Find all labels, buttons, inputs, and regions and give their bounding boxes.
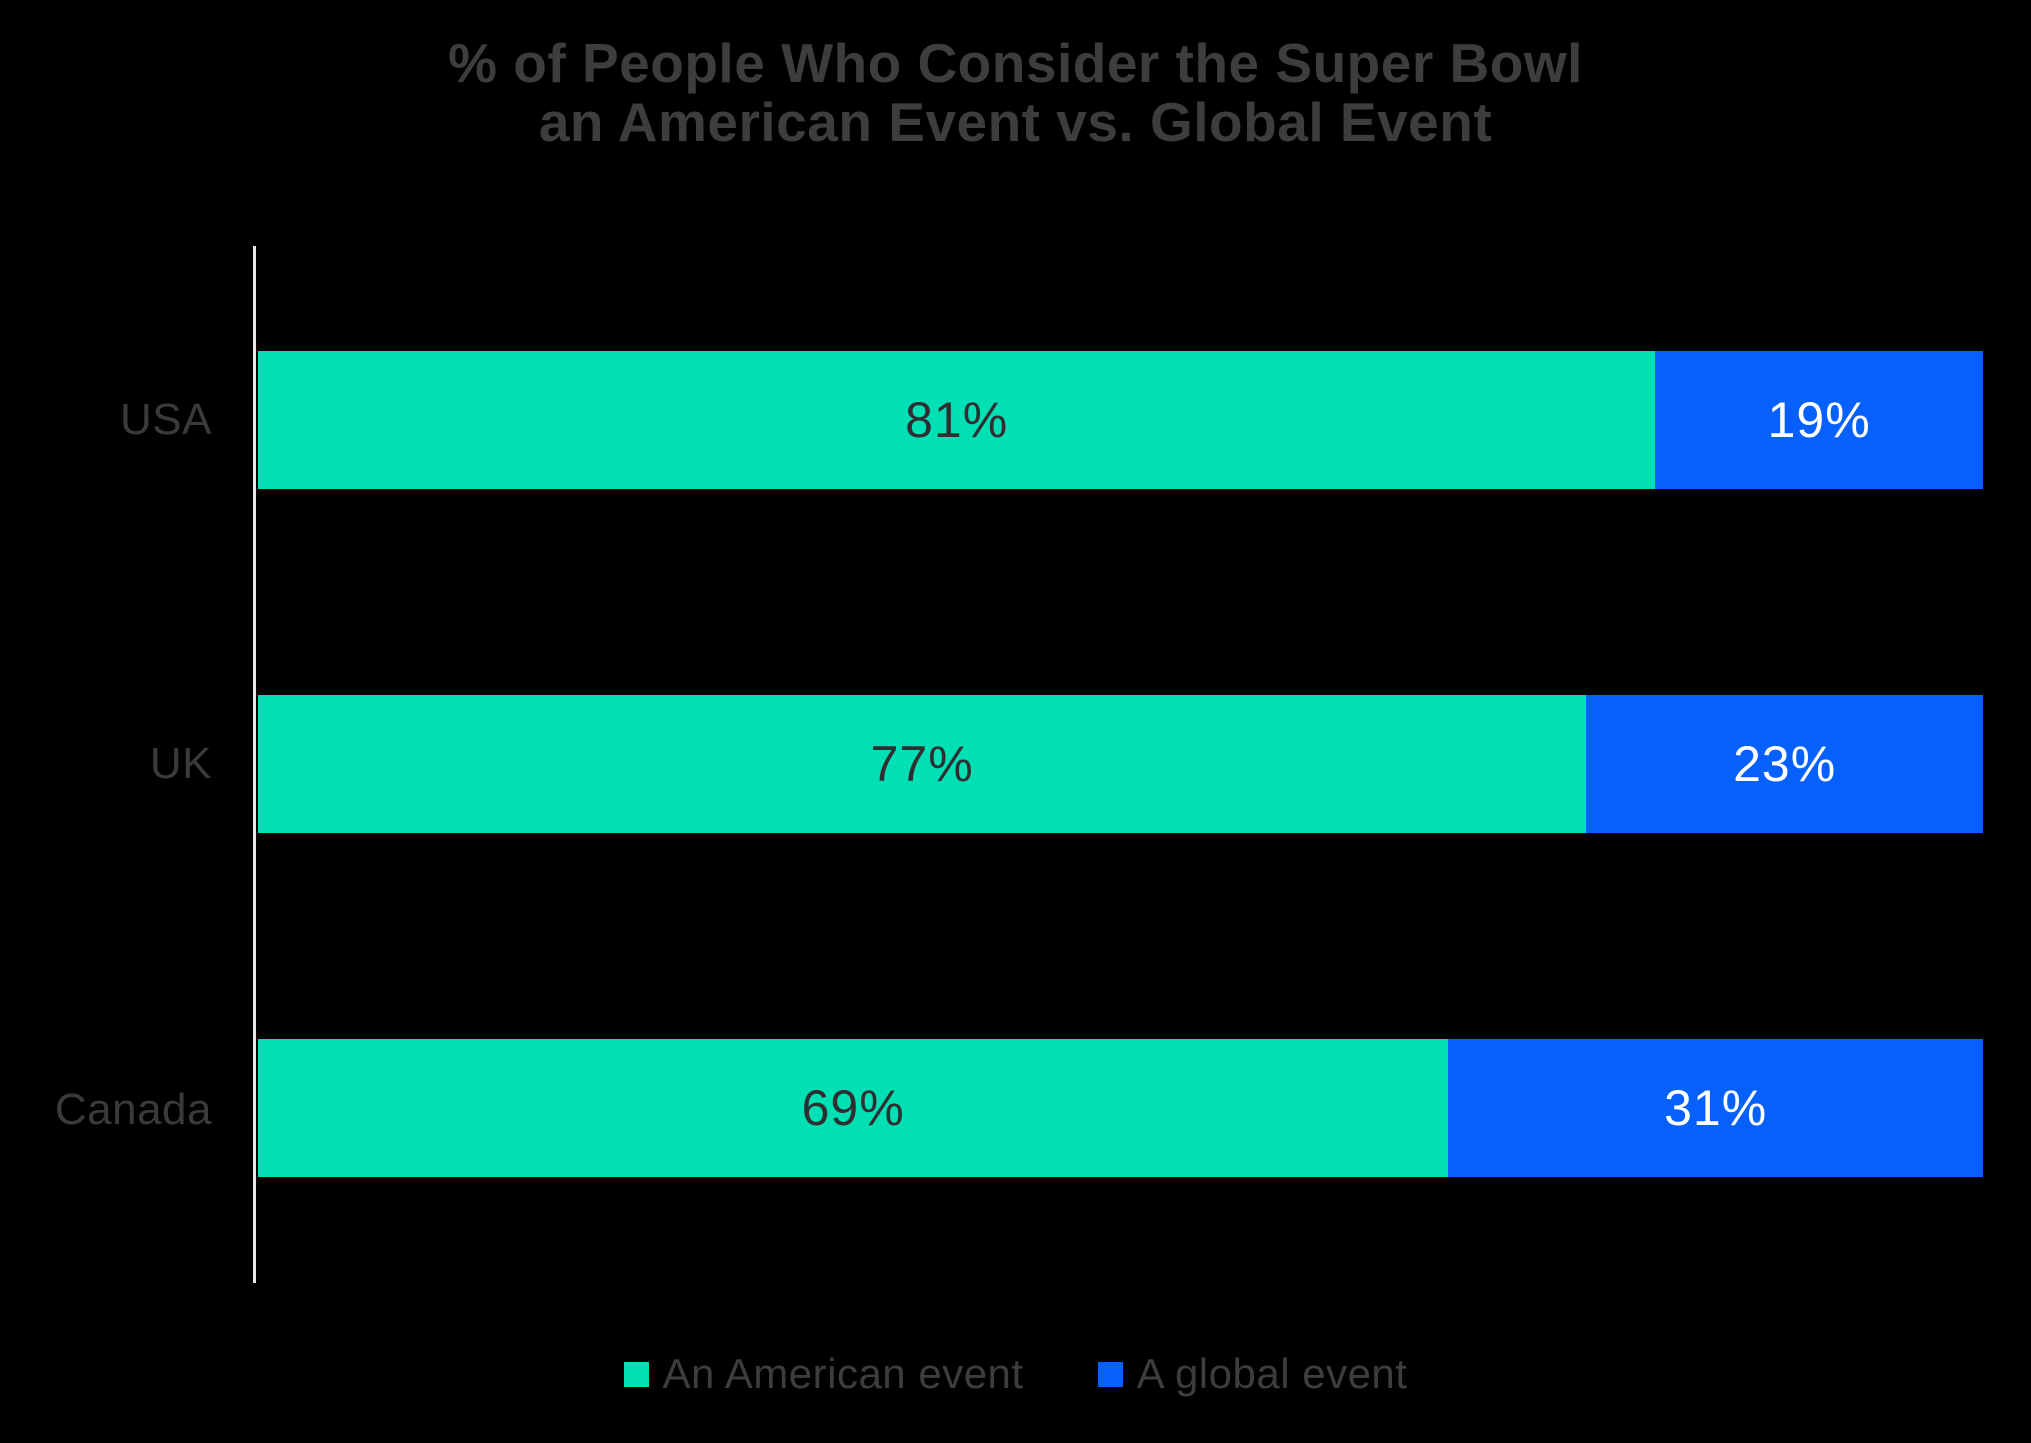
bar-row-usa: 81% 19% — [258, 351, 1983, 489]
legend-item-american: An American event — [623, 1350, 1024, 1398]
category-label-usa: USA — [120, 395, 212, 444]
value-label-global-uk: 23% — [1733, 736, 1837, 792]
y-axis-line — [253, 246, 256, 1283]
category-label-uk: UK — [149, 739, 212, 788]
bar-segment-global-usa: 19% — [1655, 351, 1983, 489]
bar-segment-global-canada: 31% — [1448, 1039, 1983, 1177]
chart-title-line1: % of People Who Consider the Super Bowl — [448, 32, 1583, 94]
plot-area: 81% 19% 77% 23% 69% 31% — [258, 246, 1983, 1283]
bar-segment-american-usa: 81% — [258, 351, 1656, 489]
bar-row-canada: 69% 31% — [258, 1039, 1983, 1177]
value-label-american-usa: 81% — [905, 392, 1009, 448]
value-label-global-usa: 19% — [1767, 392, 1871, 448]
legend-item-global: A global event — [1097, 1350, 1408, 1398]
legend-label-american: An American event — [662, 1350, 1024, 1397]
legend-swatch-american-icon — [623, 1361, 649, 1387]
category-label-canada: Canada — [54, 1085, 212, 1134]
legend-swatch-global-icon — [1097, 1361, 1123, 1387]
chart-title: % of People Who Consider the Super Bowl … — [0, 34, 2031, 152]
value-label-global-canada: 31% — [1664, 1080, 1768, 1136]
legend: An American event A global event — [0, 1346, 2031, 1402]
bar-segment-american-canada: 69% — [258, 1039, 1449, 1177]
legend-label-global: A global event — [1136, 1350, 1408, 1397]
chart-title-line2: an American Event vs. Global Event — [538, 91, 1493, 153]
bar-segment-global-uk: 23% — [1586, 695, 1983, 833]
value-label-american-uk: 77% — [870, 736, 974, 792]
value-label-american-canada: 69% — [801, 1080, 905, 1136]
bar-segment-american-uk: 77% — [258, 695, 1587, 833]
bar-row-uk: 77% 23% — [258, 695, 1983, 833]
